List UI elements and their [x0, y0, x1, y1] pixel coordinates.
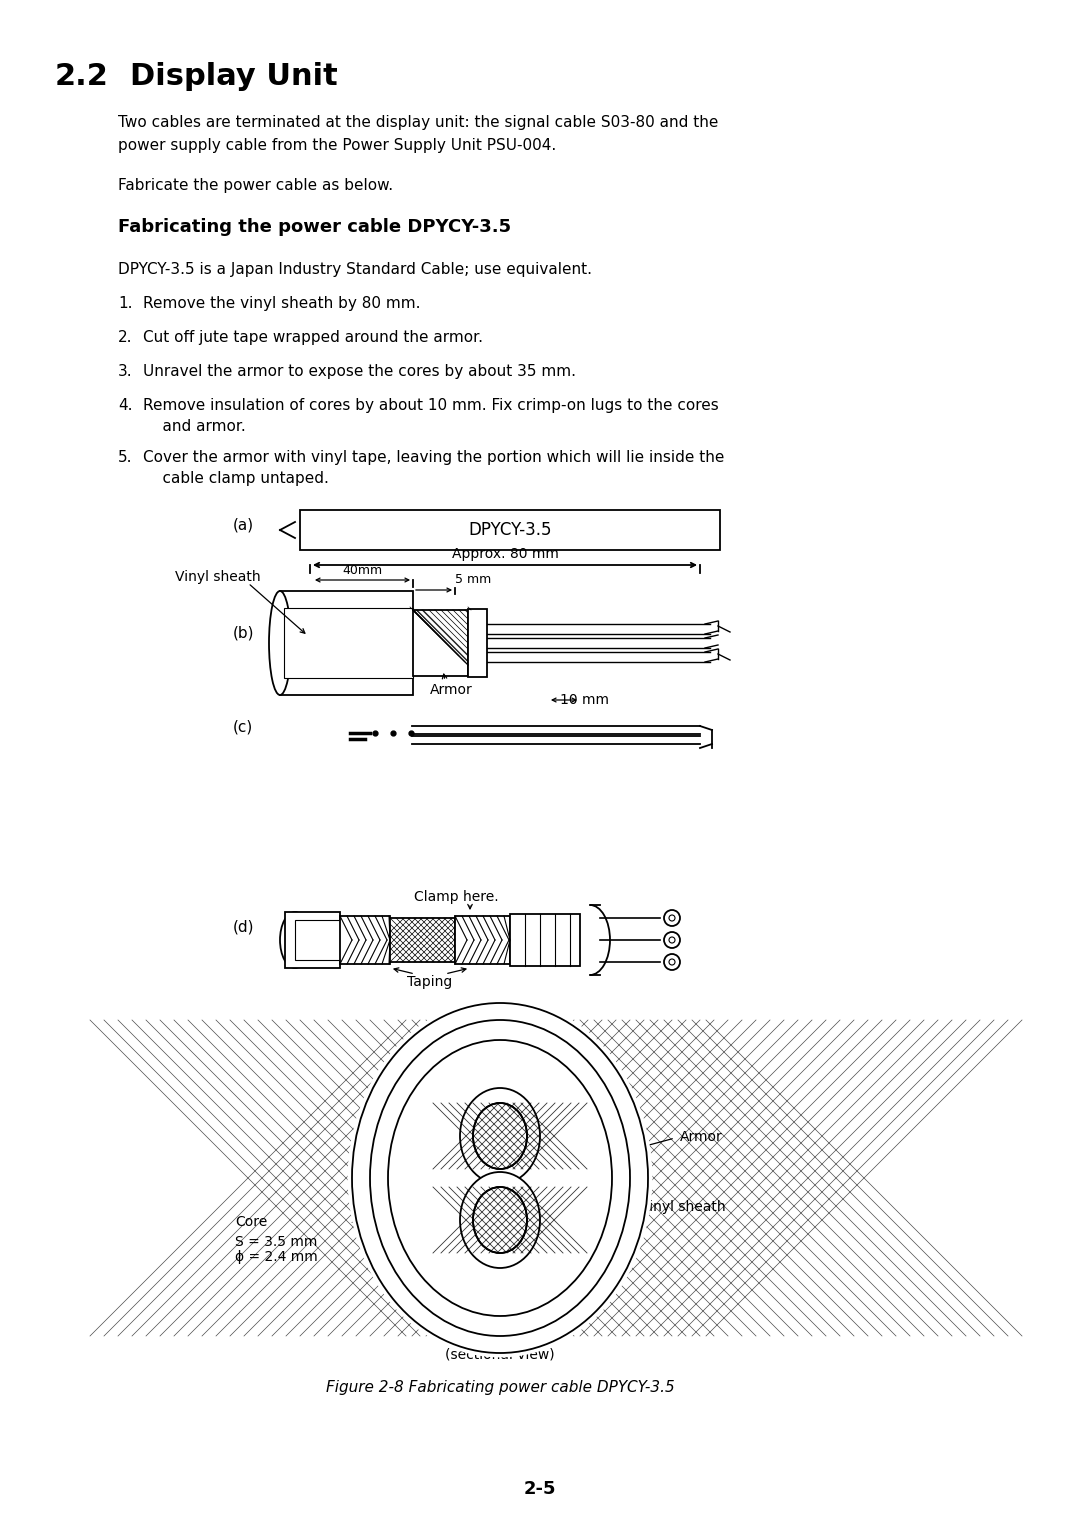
Text: Two cables are terminated at the display unit: the signal cable S03-80 and the
p: Two cables are terminated at the display…: [118, 115, 718, 153]
Circle shape: [664, 911, 680, 926]
Bar: [468, 610, 487, 677]
Ellipse shape: [269, 591, 291, 695]
Text: Fabricate the power cable as below.: Fabricate the power cable as below.: [118, 177, 393, 193]
Text: 2.: 2.: [118, 330, 133, 345]
Text: (sectional view): (sectional view): [445, 1348, 555, 1361]
Text: DPYCY-3.5: DPYCY-3.5: [469, 521, 552, 539]
Text: 2.2: 2.2: [55, 63, 109, 92]
Circle shape: [669, 937, 675, 943]
Bar: [413, 610, 468, 675]
Text: Vinyl sheath: Vinyl sheath: [640, 1199, 726, 1215]
Ellipse shape: [352, 1002, 648, 1352]
Text: Remove insulation of cores by about 10 mm. Fix crimp-on lugs to the cores
    an: Remove insulation of cores by about 10 m…: [143, 397, 719, 434]
Ellipse shape: [460, 1172, 540, 1268]
Text: Armor: Armor: [680, 1131, 723, 1144]
Text: Taping: Taping: [407, 975, 453, 989]
Bar: [295, 920, 340, 960]
Ellipse shape: [280, 912, 310, 969]
Text: Core
S = 3.5 mm: Core S = 3.5 mm: [235, 1215, 318, 1248]
Bar: [340, 915, 390, 964]
Text: 5.: 5.: [118, 451, 133, 465]
Circle shape: [669, 960, 675, 966]
Text: Approx. 80 mm: Approx. 80 mm: [451, 547, 558, 561]
Bar: [300, 510, 720, 550]
Ellipse shape: [370, 1021, 630, 1335]
Bar: [455, 915, 510, 964]
Text: 1.: 1.: [118, 296, 133, 312]
Bar: [285, 912, 340, 969]
Bar: [280, 591, 413, 695]
Circle shape: [664, 953, 680, 970]
Text: 4.: 4.: [118, 397, 133, 413]
Text: 5 mm: 5 mm: [455, 573, 491, 587]
Bar: [284, 608, 413, 678]
Text: Fabricating the power cable DPYCY-3.5: Fabricating the power cable DPYCY-3.5: [118, 219, 511, 235]
Text: Figure 2-8 Fabricating power cable DPYCY-3.5: Figure 2-8 Fabricating power cable DPYCY…: [326, 1380, 674, 1395]
Text: Vinyl sheath: Vinyl sheath: [175, 570, 260, 584]
Text: Cut off jute tape wrapped around the armor.: Cut off jute tape wrapped around the arm…: [143, 330, 483, 345]
Text: (d): (d): [233, 920, 255, 935]
Bar: [510, 914, 580, 966]
Text: Display Unit: Display Unit: [130, 63, 338, 92]
Bar: [390, 918, 455, 963]
Ellipse shape: [349, 999, 651, 1355]
Text: Clamp here.: Clamp here.: [414, 889, 498, 905]
Text: (c): (c): [233, 720, 253, 735]
Ellipse shape: [473, 1103, 527, 1169]
Text: Armor: Armor: [430, 683, 473, 697]
Text: (b): (b): [233, 625, 255, 640]
Ellipse shape: [460, 1088, 540, 1184]
Text: Remove the vinyl sheath by 80 mm.: Remove the vinyl sheath by 80 mm.: [143, 296, 420, 312]
Text: 2: 2: [350, 1215, 356, 1225]
Text: 3.: 3.: [118, 364, 133, 379]
Ellipse shape: [388, 1041, 612, 1316]
Circle shape: [669, 915, 675, 921]
Text: 40mm: 40mm: [342, 564, 382, 578]
Text: Cover the armor with vinyl tape, leaving the portion which will lie inside the
 : Cover the armor with vinyl tape, leaving…: [143, 451, 725, 486]
Text: DPYCY-3.5 is a Japan Industry Standard Cable; use equivalent.: DPYCY-3.5 is a Japan Industry Standard C…: [118, 261, 592, 277]
Text: 2-5: 2-5: [524, 1481, 556, 1497]
Text: Unravel the armor to expose the cores by about 35 mm.: Unravel the armor to expose the cores by…: [143, 364, 576, 379]
Ellipse shape: [473, 1187, 527, 1253]
Text: (a): (a): [233, 516, 254, 532]
Ellipse shape: [388, 1041, 612, 1316]
Text: ϕ = 2.4 mm: ϕ = 2.4 mm: [235, 1250, 318, 1264]
Text: 10 mm: 10 mm: [561, 694, 609, 707]
Circle shape: [664, 932, 680, 947]
